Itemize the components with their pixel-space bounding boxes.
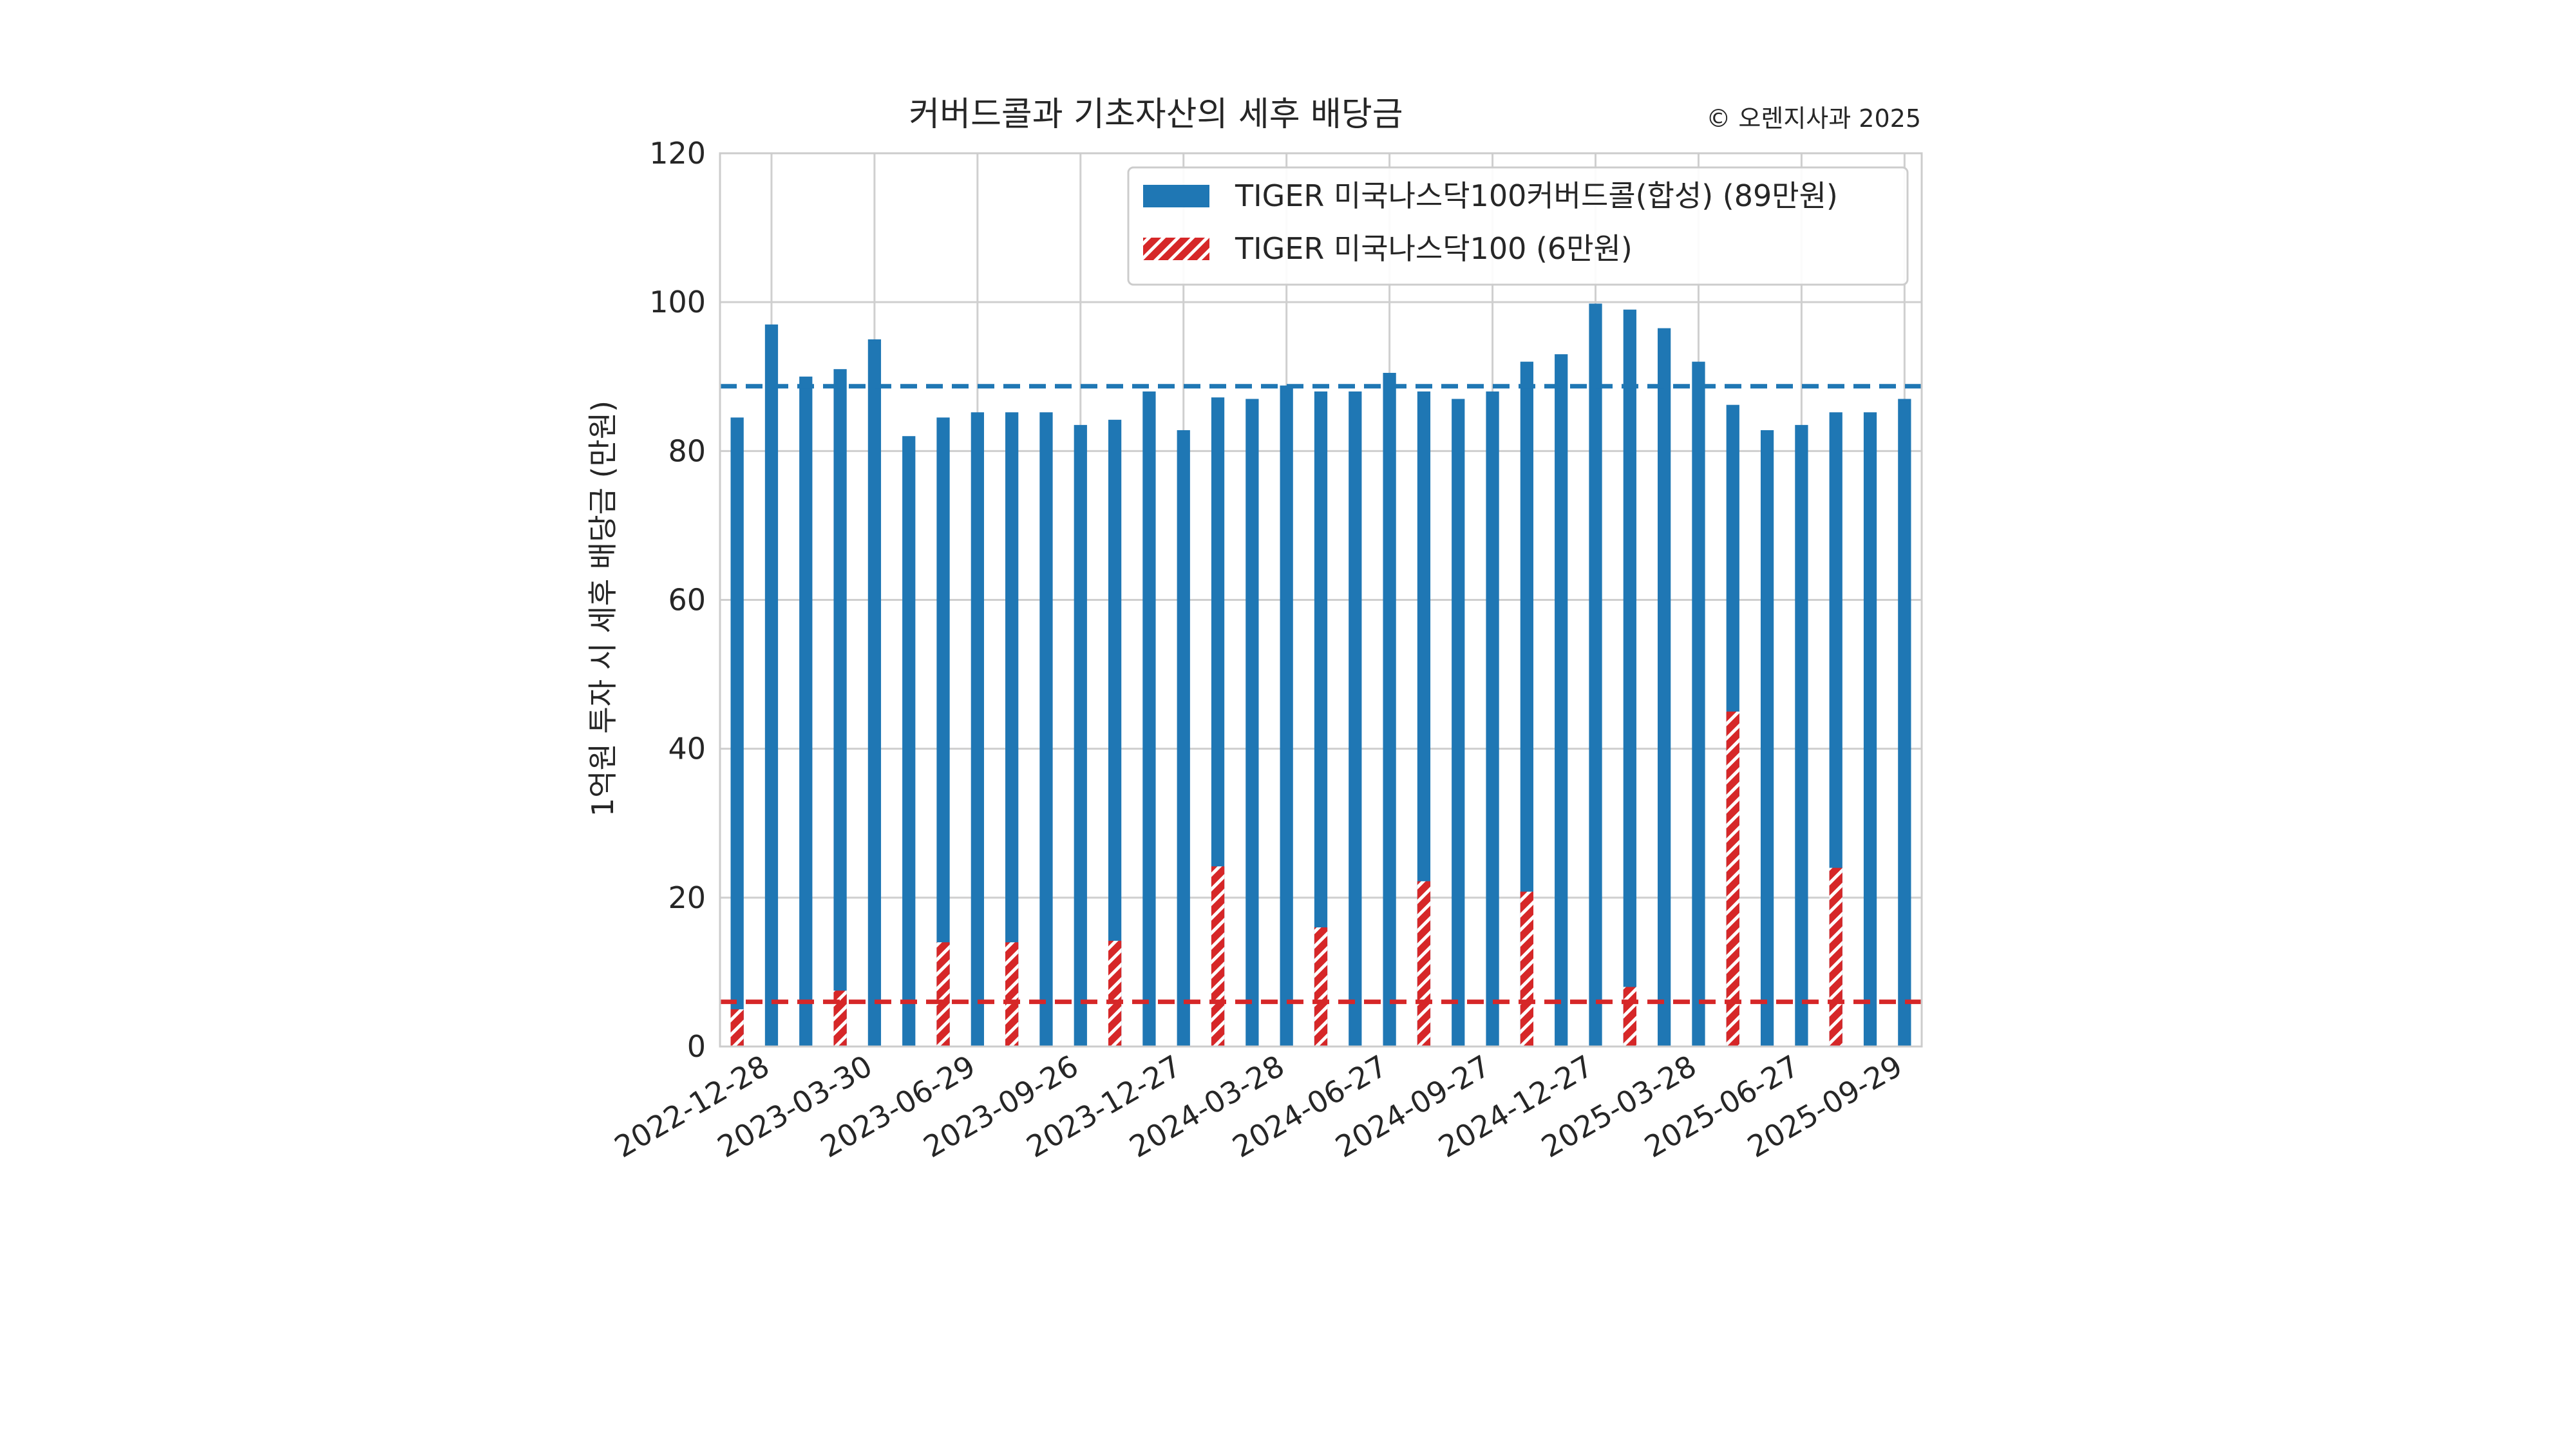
y-tick-label: 20 bbox=[668, 880, 706, 915]
legend-box bbox=[1127, 166, 1909, 286]
bar-underlying bbox=[1314, 927, 1328, 1046]
bar-covered-call bbox=[1280, 385, 1293, 1046]
bar-underlying bbox=[1211, 866, 1225, 1046]
bar-covered-call bbox=[1898, 399, 1911, 1046]
bar-covered-call bbox=[1555, 354, 1568, 1047]
y-axis-ticks: 0 20 40 60 80 100 120 bbox=[649, 136, 706, 1064]
y-tick-label: 120 bbox=[649, 136, 706, 171]
bar-underlying bbox=[1623, 987, 1636, 1046]
bar-covered-call bbox=[1349, 391, 1362, 1046]
legend-swatch-covered-call bbox=[1143, 185, 1209, 207]
bar-covered-call bbox=[1039, 412, 1053, 1046]
average-lines bbox=[720, 384, 1922, 1005]
bar-covered-call bbox=[1589, 303, 1602, 1047]
bar-covered-call bbox=[1074, 424, 1087, 1046]
bar-covered-call bbox=[936, 417, 950, 1046]
bar-underlying bbox=[730, 1009, 744, 1046]
y-tick-label: 60 bbox=[668, 583, 706, 618]
bar-covered-call bbox=[1177, 430, 1190, 1046]
bar-covered-call bbox=[799, 376, 813, 1046]
bar-underlying bbox=[1726, 711, 1739, 1046]
y-tick-label: 0 bbox=[687, 1029, 706, 1064]
legend-label-underlying: TIGER 미국나스닥100 (6만원) bbox=[1235, 231, 1633, 266]
bar-covered-call bbox=[1452, 399, 1465, 1046]
bar-covered-call bbox=[1658, 328, 1671, 1046]
bar-covered-call bbox=[902, 436, 916, 1046]
bar-covered-call bbox=[1760, 430, 1774, 1046]
bar-underlying bbox=[833, 990, 847, 1046]
bar-underlying bbox=[1108, 940, 1122, 1046]
bar-covered-call bbox=[730, 417, 744, 1046]
x-axis-ticks: 2022-12-282023-03-302023-06-292023-09-26… bbox=[609, 1048, 1908, 1164]
y-tick-label: 80 bbox=[668, 433, 706, 468]
bar-covered-call bbox=[1692, 361, 1705, 1047]
bar-covered-call bbox=[1005, 412, 1019, 1046]
bars bbox=[730, 303, 1911, 1047]
bar-covered-call bbox=[833, 369, 847, 1046]
bar-covered-call bbox=[1142, 391, 1156, 1046]
bar-underlying bbox=[1417, 881, 1431, 1046]
bar-covered-call bbox=[1245, 399, 1259, 1046]
legend: TIGER 미국나스닥100커버드콜(합성) (89만원) TIGER 미국나스… bbox=[1127, 166, 1909, 286]
bar-covered-call bbox=[1863, 412, 1877, 1046]
y-tick-label: 40 bbox=[668, 732, 706, 766]
plot-frame bbox=[719, 152, 1923, 1048]
bar-covered-call bbox=[764, 324, 779, 1046]
y-axis-label: 1억원 투자 시 세후 배당금 (만원) bbox=[585, 401, 620, 817]
bar-covered-call bbox=[1314, 391, 1328, 1046]
bar-covered-call bbox=[1486, 391, 1499, 1046]
chart-title: 커버드콜과 기초자산의 세후 배당금 bbox=[909, 95, 1403, 134]
bar-underlying bbox=[1829, 867, 1842, 1046]
bar-covered-call bbox=[867, 339, 882, 1047]
bar-covered-call bbox=[1108, 419, 1122, 1046]
bar-covered-call bbox=[1383, 372, 1396, 1046]
chart-credit: © 오렌지사과 2025 bbox=[1706, 104, 1921, 133]
legend-swatch-underlying bbox=[1143, 238, 1209, 260]
y-tick-label: 100 bbox=[649, 285, 706, 319]
bar-covered-call bbox=[1623, 309, 1636, 1047]
legend-label-covered-call: TIGER 미국나스닥100커버드콜(합성) (89만원) bbox=[1235, 178, 1838, 213]
bar-covered-call bbox=[1795, 424, 1808, 1046]
bar-covered-call bbox=[1520, 361, 1534, 1047]
bar-underlying bbox=[1005, 942, 1019, 1046]
bar-underlying bbox=[936, 942, 950, 1046]
bar-underlying bbox=[1520, 891, 1534, 1046]
bar-covered-call bbox=[971, 412, 984, 1046]
